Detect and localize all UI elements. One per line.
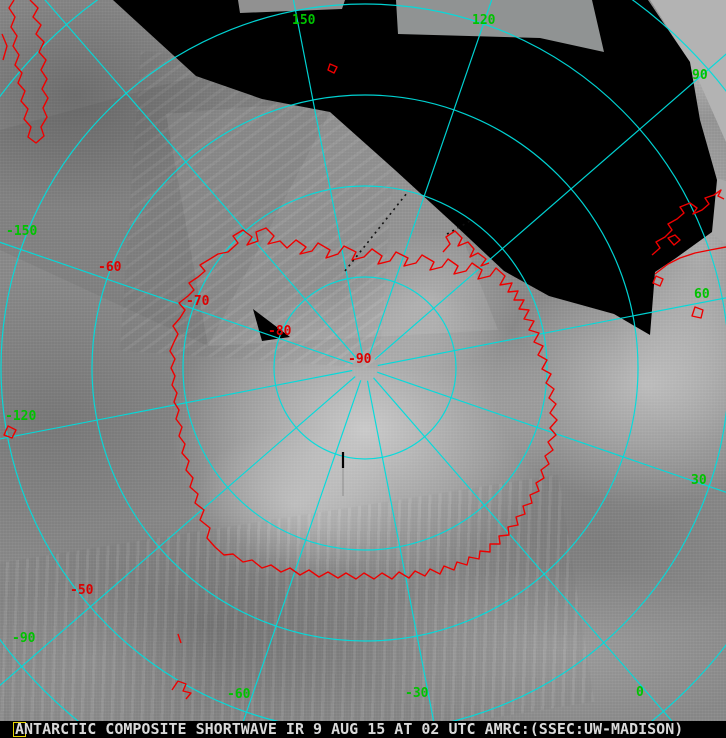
latitude-label--50: -50: [70, 583, 94, 598]
latitude-label--70: -70: [186, 294, 210, 309]
void-main: [113, 0, 717, 335]
meridian-0: [373, 377, 688, 738]
coastline-island-chain-branch: [667, 234, 681, 246]
lat-circle--80: [273, 276, 457, 460]
longitude-label-120: 120: [472, 13, 496, 28]
swath-dark-band: [0, 76, 330, 346]
lat-circle--60: [91, 94, 639, 642]
meridian--180: [44, 0, 357, 359]
longitude-label--120: -120: [5, 409, 36, 424]
coastline-kerguelen-islet: [691, 306, 704, 319]
longitude-label-60: 60: [694, 287, 710, 302]
longitude-label-150: 150: [292, 13, 316, 28]
latitude-label--60: -60: [98, 260, 122, 275]
longitude-label--60: -60: [227, 687, 251, 702]
swath-top-strip: [238, 0, 345, 13]
coastline-kerguelen-coast: [654, 246, 726, 275]
text-cursor: [13, 722, 26, 737]
latitude-label--80: -80: [268, 324, 292, 339]
caption-text: ANTARCTIC COMPOSITE SHORTWAVE IR 9 AUG 1…: [15, 720, 684, 738]
longitude-label-0: 0: [636, 685, 644, 700]
coastline-small-island-drake: [327, 63, 338, 74]
longitude-label--30: -30: [405, 686, 429, 701]
meridian--90: [0, 376, 356, 687]
coastline-island-chain-on-void: [651, 189, 725, 256]
meridian--60: [236, 380, 362, 738]
coastline-small-island-topleft: [1, 33, 8, 61]
dotted-track-0: [344, 192, 408, 272]
meridian--150: [0, 241, 353, 365]
meridian-30: [377, 371, 726, 493]
coastline-antarctica: [169, 227, 558, 580]
latitude-label--90: -90: [348, 352, 372, 367]
meridian-120: [368, 0, 493, 356]
coastline-islet-left-edge: [3, 425, 17, 439]
dotted-track-1: [446, 220, 471, 235]
meridian-150: [292, 0, 364, 356]
meridian-90: [374, 53, 726, 360]
lat-circle--70: [182, 185, 548, 551]
coastline-south-america-tip: [8, 0, 49, 144]
longitude-label-90: 90: [692, 68, 708, 83]
longitude-label--90: -90: [12, 631, 36, 646]
longitude-label-30: 30: [691, 473, 707, 488]
coastline-islet-mid-right: [652, 275, 664, 287]
meridian--30: [366, 380, 438, 738]
bright-corner: [650, 0, 726, 142]
coastline-offshore-ice-wiggle: [442, 230, 490, 267]
meridian-60: [377, 297, 726, 367]
coastline-islet-bottom-left: [171, 680, 192, 700]
meridian--120: [0, 369, 353, 440]
caption-bar: ANTARCTIC COMPOSITE SHORTWAVE IR 9 AUG 1…: [0, 721, 726, 738]
swath-inner-quad: [166, 100, 498, 346]
longitude-label--150: -150: [6, 224, 37, 239]
coastline-islet-bottom-tick: [177, 633, 182, 644]
